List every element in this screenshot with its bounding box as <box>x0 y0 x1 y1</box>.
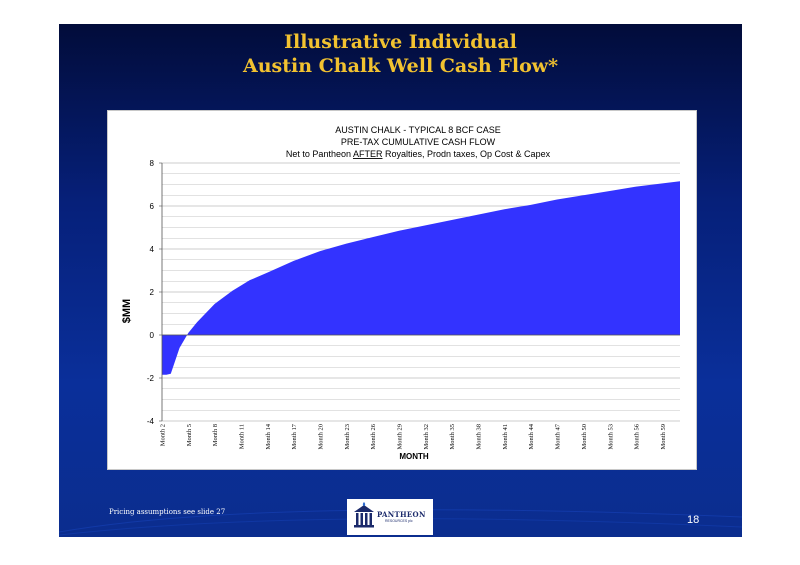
x-tick-label: Month 23 <box>344 424 351 449</box>
y-tick-label: 0 <box>150 331 155 340</box>
y-axis-label: $MM <box>121 299 133 323</box>
chart-title-line1: AUSTIN CHALK - TYPICAL 8 BCF CASE <box>335 125 501 135</box>
x-tick-label: Month 29 <box>397 424 404 449</box>
x-tick-label: Month 32 <box>423 424 430 449</box>
x-tick-label: Month 53 <box>607 424 614 449</box>
slide-title: Illustrative Individual Austin Chalk Wel… <box>59 30 742 78</box>
x-tick-label: Month 50 <box>581 424 588 449</box>
x-tick-label: Month 47 <box>555 423 562 449</box>
slide-title-line2: Austin Chalk Well Cash Flow* <box>242 55 559 77</box>
chart-subtitle-emph: AFTER <box>353 149 383 159</box>
x-tick-label: Month 20 <box>318 424 325 449</box>
x-tick-label: Month 2 <box>160 424 167 446</box>
y-tick-label: 2 <box>150 288 155 297</box>
x-tick-label: Month 35 <box>449 424 456 449</box>
logo-subtitle: RESOURCES plc <box>385 519 413 523</box>
x-tick-label: Month 5 <box>186 424 193 446</box>
x-axis-label: MONTH <box>399 452 429 461</box>
y-tick-label: -2 <box>147 374 155 383</box>
y-tick-labels: -4 -2 0 2 4 6 8 <box>147 159 162 426</box>
chart-panel: -4 -2 0 2 4 6 8 Month 2 Month 5 Month 8 Month 11 M… <box>107 110 697 470</box>
footnote: Pricing assumptions see slide 27 <box>109 508 226 516</box>
slide-background: Illustrative Individual Austin Chalk Wel… <box>59 24 742 537</box>
y-tick-label: 8 <box>150 159 155 168</box>
chart-subtitle-pre: Net to Pantheon <box>286 149 353 159</box>
y-tick-label: -4 <box>147 417 155 426</box>
x-tick-label: Month 56 <box>634 423 641 449</box>
chart-title-line2: PRE-TAX CUMULATIVE CASH FLOW <box>341 137 496 147</box>
x-tick-label: Month 14 <box>265 423 272 449</box>
page-number: 18 <box>687 514 700 526</box>
chart-subtitle: Net to Pantheon AFTER Royalties, Prodn t… <box>286 149 551 159</box>
x-tick-label: Month 44 <box>528 423 535 449</box>
x-tick-label: Month 8 <box>212 424 219 446</box>
x-tick-label: Month 59 <box>660 424 667 449</box>
x-tick-label: Month 26 <box>370 423 377 449</box>
y-tick-label: 4 <box>150 245 155 254</box>
slide-title-line1: Illustrative Individual <box>284 31 517 53</box>
x-tick-label: Month 41 <box>502 424 509 449</box>
x-tick-label: Month 11 <box>239 424 246 449</box>
y-tick-label: 6 <box>150 202 155 211</box>
chart-subtitle-post: Royalties, Prodn taxes, Op Cost & Capex <box>383 149 551 159</box>
x-tick-labels: Month 2 Month 5 Month 8 Month 11 Month 14 Mon… <box>160 423 667 449</box>
pantheon-building-icon <box>354 502 374 528</box>
cumulative-cash-flow-area <box>162 181 680 375</box>
x-tick-label: Month 38 <box>476 424 483 449</box>
pantheon-logo: PANTHEON RESOURCES plc <box>347 499 433 535</box>
logo-name: PANTHEON <box>377 510 426 519</box>
x-tick-label: Month 17 <box>291 423 298 449</box>
